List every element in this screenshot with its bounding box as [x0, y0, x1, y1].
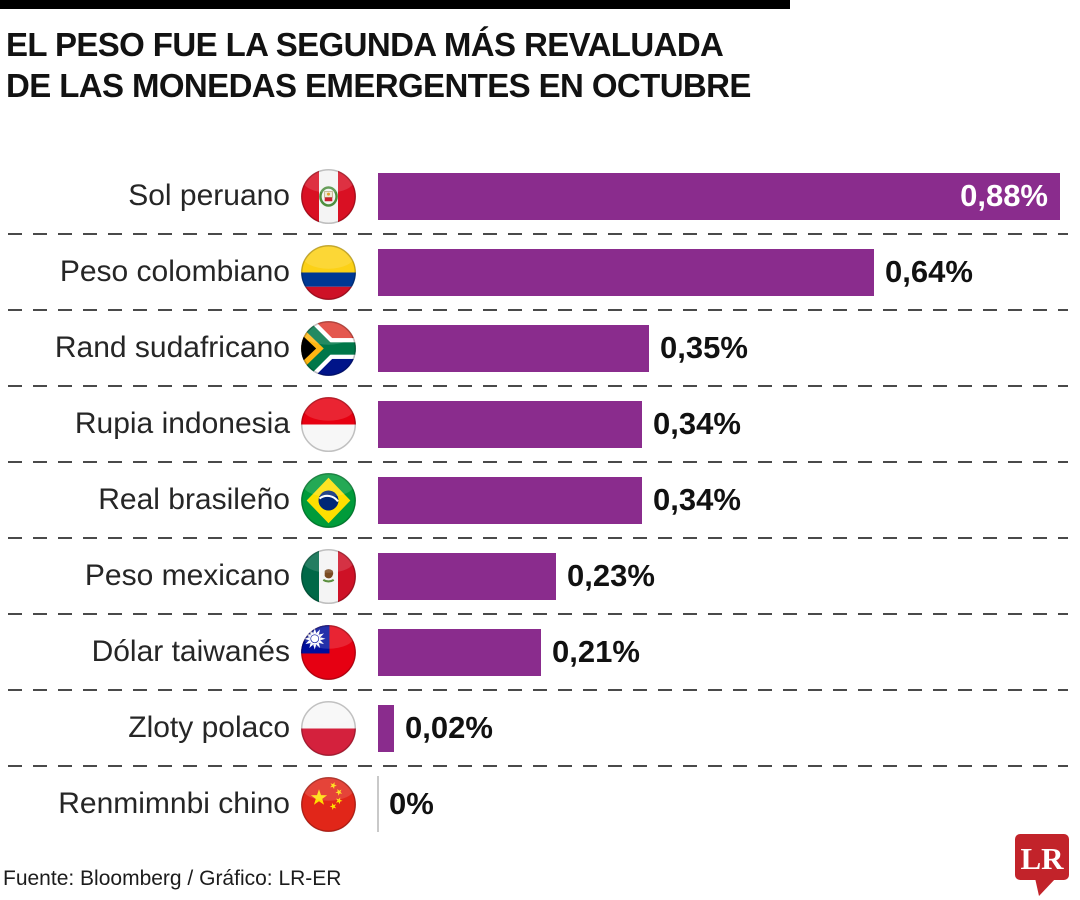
value-label: 0,88%	[960, 178, 1048, 213]
value-bar	[378, 704, 394, 752]
lr-logo: LR	[1015, 834, 1069, 898]
row-divider	[8, 688, 1068, 691]
zero-axis-line	[377, 776, 379, 832]
value-bar	[378, 476, 642, 524]
title-line-2: DE LAS MONEDAS EMERGENTES EN OCTUBRE	[6, 67, 751, 104]
lr-logo-box	[1015, 834, 1069, 880]
lr-logo-text: LR	[1020, 841, 1064, 876]
row-divider	[8, 536, 1068, 539]
chart-row: Real brasileño 0,34%	[0, 462, 1080, 539]
peru-flag-icon	[300, 168, 357, 225]
value-label: 0,21%	[552, 634, 640, 669]
row-divider	[8, 308, 1068, 311]
chart-row: Dólar taiwanés 0,21%	[0, 614, 1080, 691]
row-divider	[8, 764, 1068, 767]
category-label: Renmimnbi chino	[58, 787, 290, 820]
value-bar	[378, 400, 642, 448]
chart-row: Peso mexicano 0,23%	[0, 538, 1080, 615]
china-flag-icon	[300, 776, 357, 833]
category-label: Zloty polaco	[128, 711, 290, 744]
taiwan-flag-icon	[300, 624, 357, 681]
category-label: Peso colombiano	[59, 255, 290, 288]
value-label: 0,64%	[885, 254, 973, 289]
value-label: 0%	[389, 786, 434, 821]
row-divider	[8, 384, 1068, 387]
value-bar	[378, 248, 874, 296]
row-divider	[8, 612, 1068, 615]
accent-top-bar	[0, 0, 790, 9]
chart-row: Renmimnbi chino 0%	[0, 766, 1080, 842]
row-divider	[8, 232, 1068, 235]
category-label: Peso mexicano	[84, 559, 290, 592]
category-label: Sol peruano	[128, 179, 290, 212]
value-bar	[378, 628, 541, 676]
category-label: Rupia indonesia	[74, 407, 290, 440]
page-title: EL PESO FUE LA SEGUNDA MÁS REVALUADA DE …	[6, 24, 751, 106]
value-label: 0,35%	[660, 330, 748, 365]
bar-chart: Sol peruano 0,88% Peso colombiano 0,64% Rand…	[0, 158, 1080, 842]
title-line-1: EL PESO FUE LA SEGUNDA MÁS REVALUADA	[6, 26, 724, 63]
category-label: Real brasileño	[98, 483, 290, 516]
chart-row: Rand sudafricano 0,35%	[0, 310, 1080, 387]
south-africa-flag-icon	[300, 320, 357, 377]
chart-row: Sol peruano 0,88%	[0, 158, 1080, 235]
mexico-flag-icon	[300, 548, 357, 605]
brazil-flag-icon	[300, 472, 357, 529]
category-label: Dólar taiwanés	[91, 635, 290, 668]
poland-flag-icon	[300, 700, 357, 757]
value-bar	[378, 172, 1060, 220]
category-label: Rand sudafricano	[54, 331, 290, 364]
lr-logo-tail	[1035, 878, 1056, 896]
colombia-flag-icon	[300, 244, 357, 301]
chart-row: Zloty polaco 0,02%	[0, 690, 1080, 767]
chart-row: Rupia indonesia 0,34%	[0, 386, 1080, 463]
indonesia-flag-icon	[300, 396, 357, 453]
value-label: 0,02%	[405, 710, 493, 745]
source-credit: Fuente: Bloomberg / Gráfico: LR-ER	[3, 867, 342, 890]
chart-row: Peso colombiano 0,64%	[0, 234, 1080, 311]
row-divider	[8, 460, 1068, 463]
value-label: 0,23%	[567, 558, 655, 593]
value-bar	[378, 324, 649, 372]
value-label: 0,34%	[653, 406, 741, 441]
value-label: 0,34%	[653, 482, 741, 517]
value-bar	[378, 552, 556, 600]
